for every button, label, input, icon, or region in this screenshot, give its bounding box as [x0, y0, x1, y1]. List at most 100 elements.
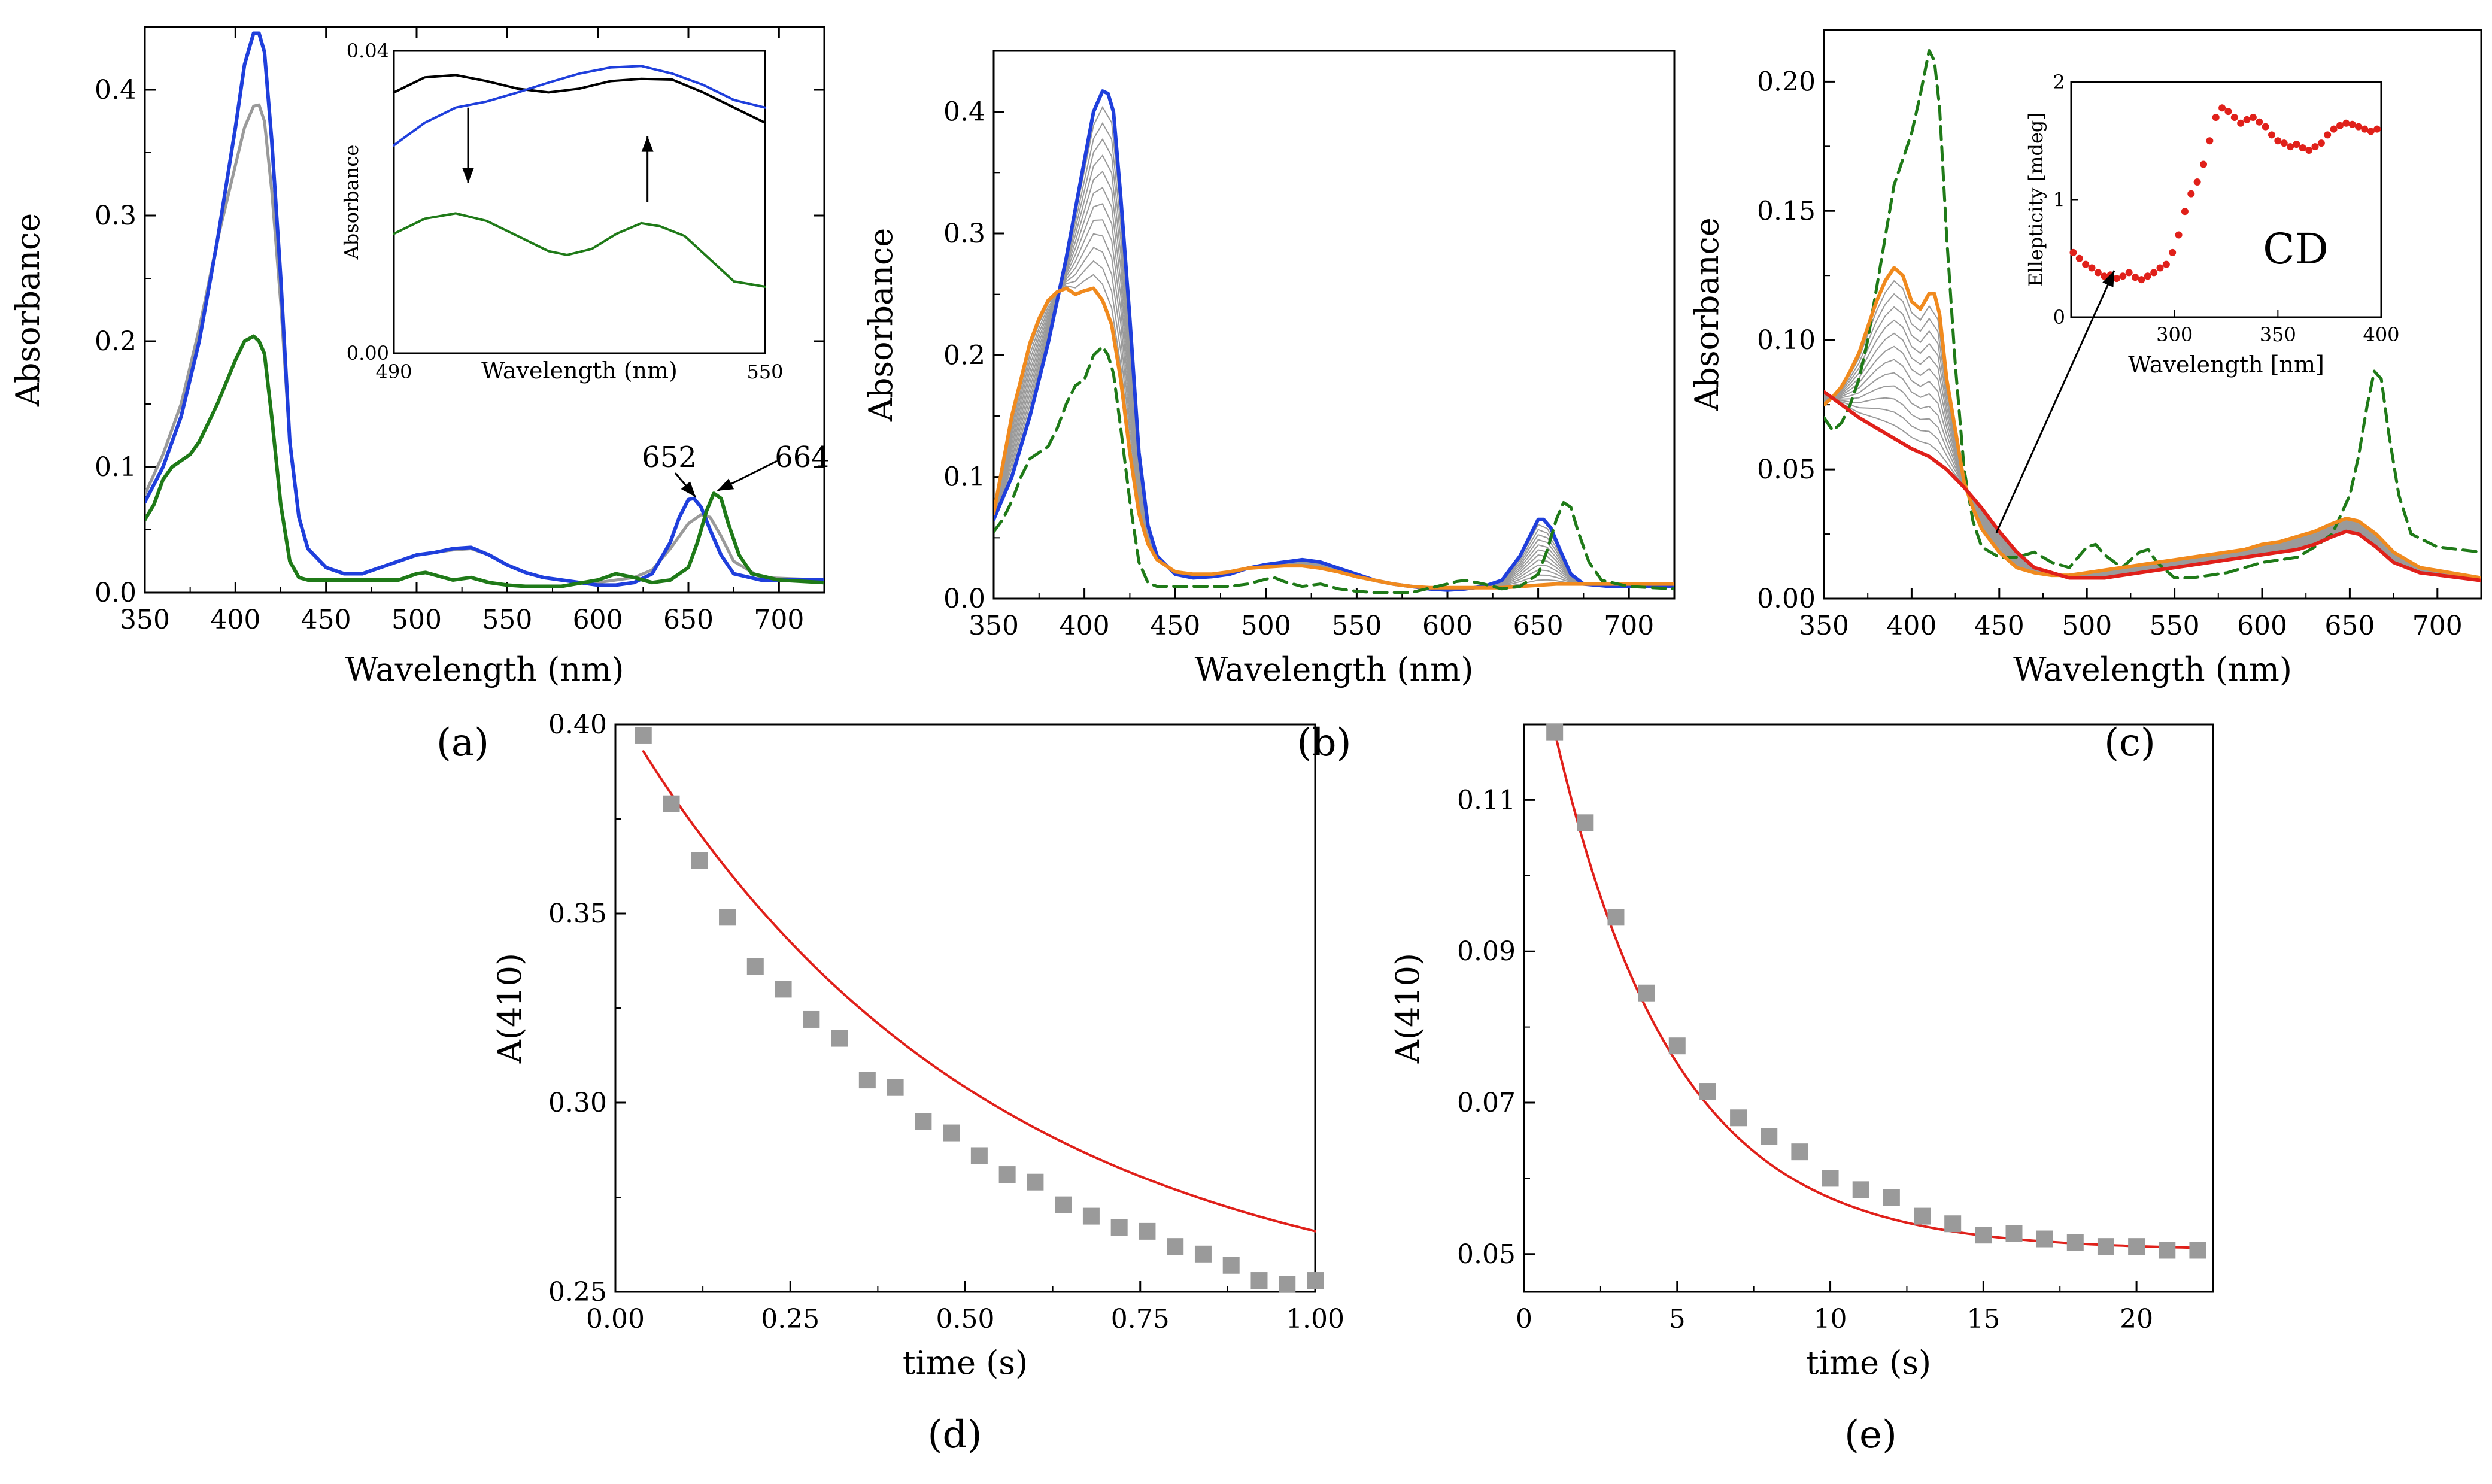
data-point [1082, 1207, 1100, 1225]
data-point [998, 1166, 1016, 1183]
data-point [1914, 1207, 1931, 1225]
x-tick-label: 550 [2150, 611, 2200, 641]
chart-b: 350 400 450 500 550 600 650 700 0.0 0.1 0.2 0.3 0.4 W… [862, 50, 1676, 688]
cd-point [2169, 248, 2177, 256]
gray-trace-3 [994, 247, 1674, 589]
data-point [2066, 1234, 2084, 1251]
x-tick-label: 700 [754, 605, 804, 635]
plot-frame [1823, 29, 2482, 600]
arrow-664-head [717, 478, 734, 491]
data-point [1279, 1276, 1296, 1293]
inset-x-tick-label: 400 [2363, 323, 2399, 346]
y-tick-label: 0.25 [548, 1277, 607, 1307]
cd-point [2230, 113, 2238, 121]
y-tick-label: 0.10 [1757, 325, 1816, 356]
cd-point [2237, 119, 2245, 127]
cd-point [2262, 123, 2269, 131]
cd-point [2348, 120, 2356, 128]
data-point [1761, 1128, 1778, 1145]
x-tick-label: 400 [1886, 611, 1936, 641]
x-tick-label: 1.00 [1286, 1304, 1344, 1334]
data-point [2097, 1238, 2114, 1255]
y-tick-label: 0.07 [1457, 1088, 1516, 1118]
data-point [858, 1072, 876, 1089]
gray-trace-10 [1824, 306, 2481, 579]
cd-point [2355, 123, 2363, 131]
series-green-line [393, 212, 766, 288]
data-point [1883, 1189, 1900, 1206]
inset-a: 490 550 0.00 0.04 Wavelength (nm) Absorbance [340, 40, 784, 384]
x-axis-title: Wavelength (nm) [1195, 651, 1474, 688]
cd-point [2287, 143, 2294, 151]
data-point [887, 1079, 904, 1096]
cd-point [2144, 272, 2151, 280]
cd-point [2187, 190, 2195, 198]
series-orange-line [994, 286, 1674, 590]
cd-point [2119, 272, 2127, 280]
cd-point [2243, 116, 2251, 123]
data-point [1307, 1272, 1324, 1289]
cd-point [2088, 264, 2096, 272]
cd-point [2069, 248, 2077, 256]
plot-frame [144, 26, 825, 594]
chart-c: 350 400 450 500 550 600 650 700 0.00 0.05 0.10 0.15… [1688, 29, 2482, 688]
data-point [1852, 1181, 1869, 1198]
cd-point [2112, 275, 2120, 283]
cd-point [2299, 144, 2306, 152]
cd-point [2249, 113, 2257, 121]
gray-trace-11 [994, 122, 1674, 591]
x-tick-label: 550 [482, 605, 532, 635]
x-tick-label: 650 [663, 605, 714, 635]
data-point [2128, 1238, 2145, 1255]
cd-point [2206, 137, 2214, 145]
inset-x-tick-label: 550 [746, 360, 783, 383]
series-green-line [994, 345, 1674, 594]
inset-y-axis-title: Ellepticity [mdeg] [2024, 113, 2047, 287]
data-point [2005, 1225, 2023, 1242]
cd-point [2342, 119, 2350, 127]
data-point [1027, 1173, 1044, 1191]
y-axis-title: A(410) [491, 953, 529, 1064]
figure-label-d: (d) [928, 1413, 982, 1457]
y-tick-label: 0.20 [1757, 66, 1816, 97]
y-tick-label: 0.15 [1757, 196, 1816, 226]
x-tick-label: 350 [969, 611, 1019, 641]
x-tick-label: 20 [2120, 1304, 2153, 1334]
data-point [1699, 1083, 1716, 1100]
data-point [2159, 1242, 2176, 1259]
data-point [746, 958, 764, 975]
data-point [943, 1124, 960, 1142]
data-point [1222, 1257, 1240, 1274]
series-orange-line [1824, 266, 2481, 580]
x-tick-label: 0.25 [761, 1304, 819, 1334]
x-axis-title: time (s) [903, 1344, 1028, 1382]
y-tick-label: 0.2 [95, 326, 136, 357]
data-point [1607, 909, 1625, 926]
cd-point [2268, 131, 2275, 139]
data-point [1139, 1222, 1156, 1240]
cd-point [2256, 118, 2263, 126]
data-point [970, 1147, 988, 1164]
x-tick-label: 350 [120, 605, 170, 635]
cd-point [2317, 139, 2325, 147]
y-tick-label: 0.09 [1457, 936, 1516, 967]
figure-label-b: (b) [1297, 721, 1352, 765]
arrow-652-head [681, 481, 696, 497]
cd-point [2324, 131, 2332, 139]
x-tick-label: 600 [1422, 611, 1473, 641]
x-axis-title: Wavelength (nm) [2013, 651, 2292, 688]
x-tick-label: 450 [1150, 611, 1200, 641]
cd-point [2280, 139, 2288, 147]
x-tick-label: 650 [1513, 611, 1564, 641]
cd-point [2293, 141, 2300, 148]
y-tick-label: 0.1 [943, 462, 985, 493]
cd-point [2075, 254, 2083, 262]
x-tick-label: 0 [1516, 1304, 1532, 1334]
data-point [2036, 1230, 2053, 1248]
cd-point [2336, 122, 2344, 129]
data-point [1250, 1272, 1268, 1289]
x-tick-label: 450 [1974, 611, 2024, 641]
series-green-line [1824, 49, 2481, 579]
x-tick-label: 0.00 [586, 1304, 645, 1334]
y-tick-label: 0.2 [943, 340, 985, 371]
